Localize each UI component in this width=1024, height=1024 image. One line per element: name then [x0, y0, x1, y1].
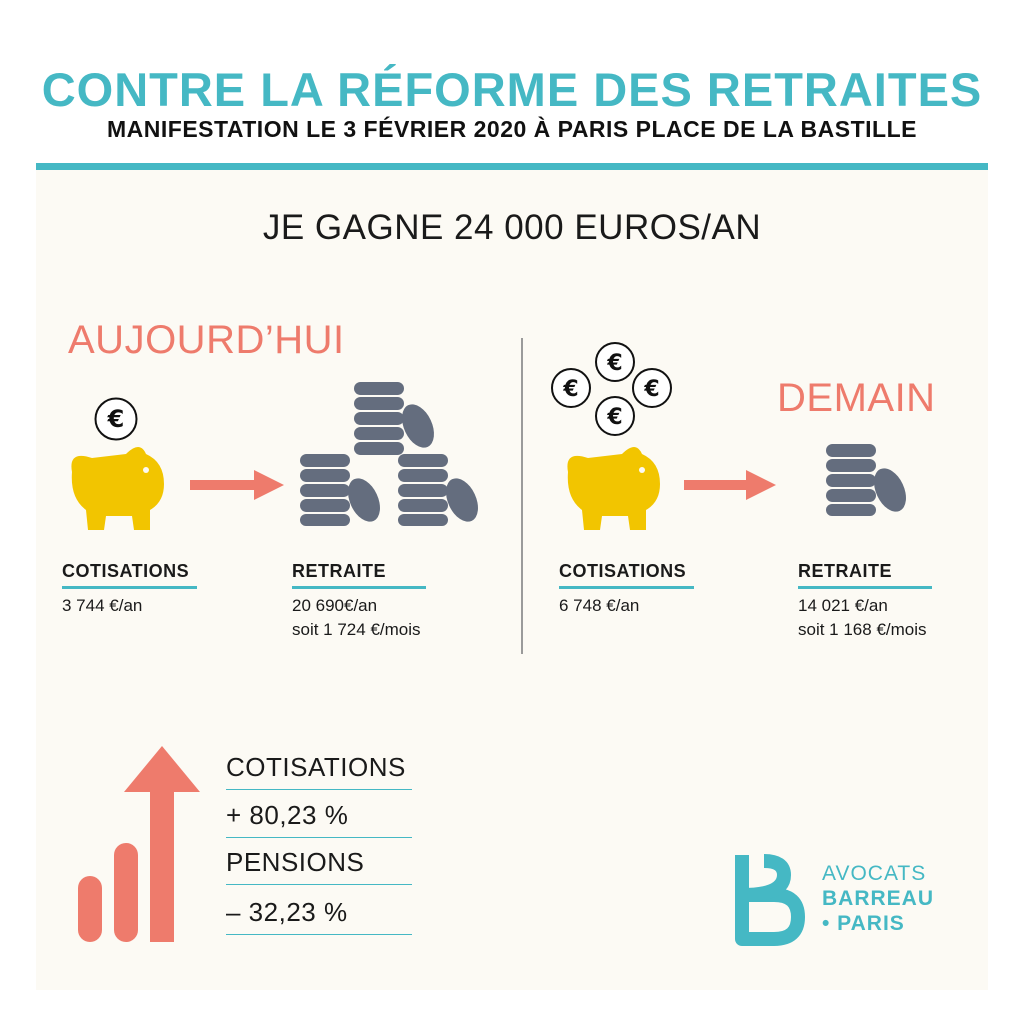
tomorrow-retraite-month: soit 1 168 €/mois	[798, 620, 927, 639]
vertical-divider	[521, 338, 523, 654]
today-retraite-month: soit 1 724 €/mois	[292, 620, 421, 639]
piggy-bank-icon	[567, 447, 660, 530]
today-title: AUJOURD’HUI	[68, 318, 345, 362]
content-panel	[36, 170, 988, 990]
coin-stack-icon	[826, 444, 906, 516]
today-retraite-year: 20 690€/an	[292, 596, 378, 615]
tomorrow-retraite-label: RETRAITE	[798, 561, 892, 581]
summary-cotisations-change: + 80,23 %	[226, 800, 349, 830]
arrow-right-icon	[684, 470, 776, 500]
piggy-bank-icon	[71, 447, 164, 530]
svg-text:€: €	[606, 351, 622, 376]
income-heading: JE GAGNE 24 000 EUROS/AN	[262, 208, 762, 247]
today-retraite-label: RETRAITE	[292, 561, 386, 581]
brand-line-1: AVOCATS	[822, 862, 927, 885]
tomorrow-cotisations-value: 6 748 €/an	[559, 596, 640, 615]
brand-line-2: BARREAU	[822, 887, 934, 910]
arrow-right-icon	[190, 470, 284, 500]
coin-stacks-icon	[300, 382, 478, 526]
tomorrow-title: DEMAIN	[777, 376, 936, 420]
euro-coins-icon: € € € €	[551, 342, 672, 436]
summary-pensions-label: PENSIONS	[226, 847, 365, 877]
summary-rule-3	[226, 884, 412, 885]
tomorrow-retraite-rule	[798, 586, 932, 589]
today-cotisations-label: COTISATIONS	[62, 561, 190, 581]
svg-text:€: €	[107, 405, 125, 433]
summary-rule-1	[226, 789, 412, 790]
page-subtitle: MANIFESTATION LE 3 FÉVRIER 2020 À PARIS …	[107, 116, 917, 142]
page-title: CONTRE LA RÉFORME DES RETRAITES	[41, 63, 983, 116]
today-retraite-rule	[292, 586, 426, 589]
header-divider	[36, 163, 988, 170]
summary-cotisations-label: COTISATIONS	[226, 752, 406, 782]
svg-text:€: €	[643, 377, 659, 402]
barreau-logo-icon	[735, 854, 805, 946]
svg-text:€: €	[562, 377, 578, 402]
summary-rule-4	[226, 934, 412, 935]
tomorrow-cotisations-label: COTISATIONS	[559, 561, 687, 581]
summary-rule-2	[226, 837, 412, 838]
tomorrow-retraite-year: 14 021 €/an	[798, 596, 888, 615]
brand-line-3: • PARIS	[822, 912, 905, 935]
summary-pensions-change: – 32,23 %	[226, 897, 348, 927]
tomorrow-cotisations-rule	[559, 586, 694, 589]
svg-text:€: €	[606, 405, 622, 430]
today-cotisations-value: 3 744 €/an	[62, 596, 143, 615]
euro-coin-icon: €	[94, 397, 138, 441]
today-cotisations-rule	[62, 586, 197, 589]
growth-chart-icon	[78, 746, 200, 942]
